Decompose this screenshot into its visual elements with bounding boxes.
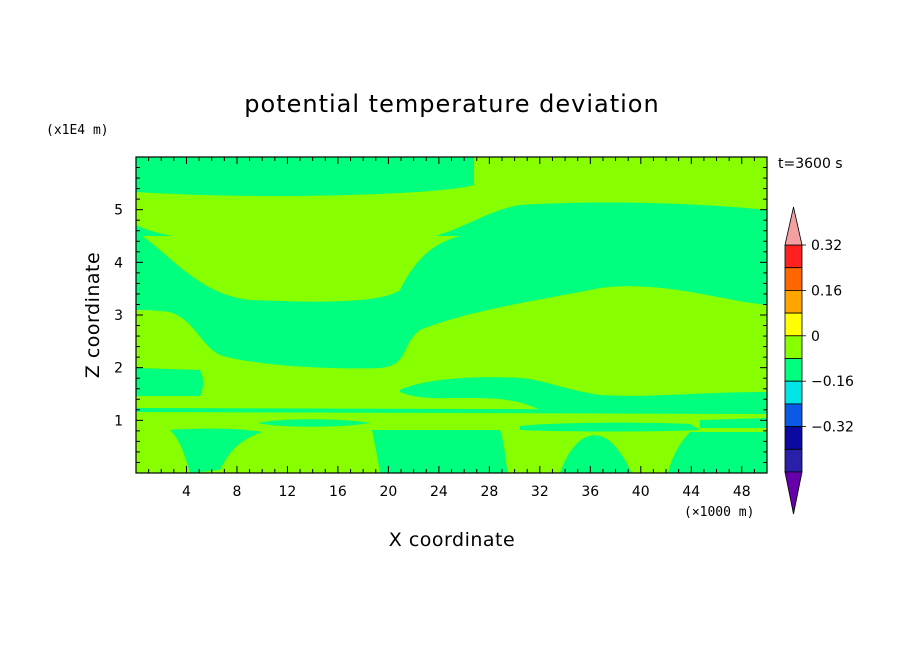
- x-tick-label: 24: [430, 484, 448, 500]
- colorbar-label: −0.16: [811, 374, 854, 390]
- x-axis-title: X coordinate: [389, 529, 515, 551]
- colorbar-box: [784, 244, 803, 269]
- colorbar-label: −0.32: [811, 420, 854, 436]
- bottom-cell-4: [668, 432, 767, 473]
- colorbar-box: [784, 380, 803, 405]
- central-negative-region: [136, 202, 767, 369]
- right-positive-lobe: [558, 331, 672, 390]
- x-tick-label: 12: [279, 484, 297, 500]
- x-tick-label: 32: [531, 484, 549, 500]
- bottom-cell-2: [372, 430, 508, 473]
- colorbar-label: 0.32: [811, 238, 842, 254]
- colorbar-box: [784, 267, 803, 291]
- y-tick-label: 2: [114, 361, 123, 377]
- y-axis-title: Z coordinate: [82, 252, 104, 378]
- colorbar-label: 0: [811, 329, 820, 345]
- x-tick-label: 8: [232, 484, 241, 500]
- colorbar-box: [784, 289, 803, 314]
- time-label: t=3600 s: [778, 156, 843, 172]
- colorbar-max-triangle: [784, 206, 803, 246]
- colorbar-box: [784, 448, 803, 473]
- y-tick-label: 4: [114, 255, 123, 271]
- contour-field: [136, 157, 767, 473]
- colorbar-box: [784, 358, 803, 382]
- top-negative-band: [136, 157, 474, 196]
- colorbar-box: [784, 335, 803, 359]
- x-tick-label: 4: [182, 484, 191, 500]
- y-ticks: 1 2 3 4 5: [114, 167, 767, 463]
- x-tick-label: 16: [329, 484, 347, 500]
- colorbar-box: [784, 312, 803, 337]
- colorbar-box: [784, 403, 803, 427]
- x-unit-label: (×1000 m): [684, 505, 754, 520]
- x-tick-label: 40: [632, 484, 650, 500]
- x-tick-label: 36: [581, 484, 599, 500]
- bottom-cell-3: [560, 435, 632, 473]
- bottom-cell-1: [170, 428, 262, 473]
- y-tick-label: 1: [114, 413, 123, 429]
- x-tick-label: 20: [379, 484, 397, 500]
- low-negative-strip: [258, 418, 767, 432]
- lower-negative-band: [136, 368, 767, 412]
- y-tick-label: 3: [114, 308, 123, 324]
- colorbar-box: [784, 426, 803, 450]
- x-tick-label: 28: [480, 484, 498, 500]
- x-tick-label: 44: [682, 484, 700, 500]
- colorbar-label: 0.16: [811, 283, 842, 299]
- y-tick-label: 5: [114, 203, 123, 219]
- colorbar: 0.32 0.16 0 −0.16 −0.32: [784, 206, 854, 515]
- y-unit-label: (x1E4 m): [46, 123, 109, 138]
- colorbar-min-triangle: [784, 471, 803, 515]
- chart-title: potential temperature deviation: [244, 90, 659, 118]
- thin-negative-strip: [136, 408, 767, 414]
- x-tick-label: 48: [733, 484, 751, 500]
- x-ticks: 4 8 12 16 20 24 28 32 36 40 44 48: [148, 157, 755, 500]
